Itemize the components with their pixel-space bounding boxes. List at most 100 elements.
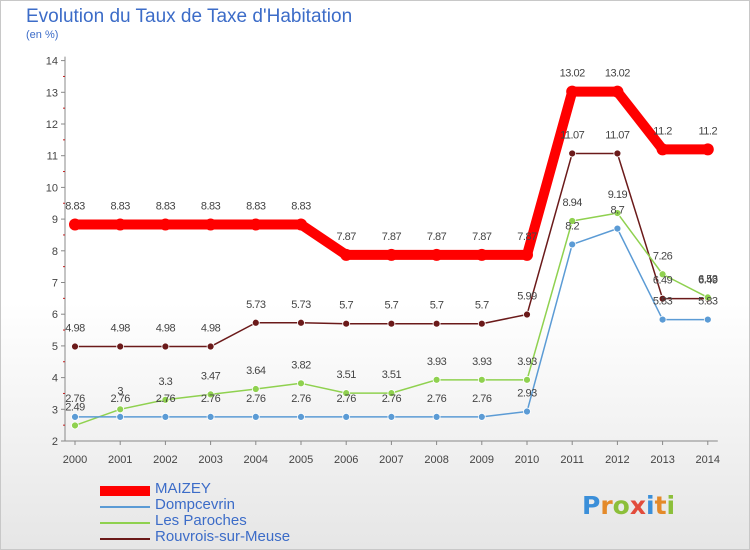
- data-point: [477, 413, 486, 421]
- y-tick-label: 8: [52, 246, 58, 258]
- y-tick-label: 7: [52, 278, 58, 290]
- data-point: [568, 149, 577, 158]
- y-tick-label: 4: [52, 373, 58, 385]
- data-label: 13.02: [605, 68, 630, 80]
- data-point: [69, 218, 81, 231]
- data-label: 8.2: [565, 220, 579, 232]
- brand-logo: Proxiti: [582, 491, 675, 520]
- data-point: [613, 149, 622, 158]
- data-label: 3: [117, 385, 123, 397]
- y-tick-label: 3: [52, 404, 58, 416]
- data-point: [161, 342, 170, 351]
- y-tick-label: 11: [47, 151, 58, 163]
- data-label: 2.76: [110, 393, 130, 405]
- data-label: 3.64: [246, 365, 266, 377]
- data-point: [568, 240, 577, 249]
- data-point: [251, 413, 260, 421]
- brand-logo-letter: r: [600, 491, 613, 520]
- data-label: 4.98: [201, 323, 221, 335]
- data-point: [523, 310, 531, 319]
- data-label: 6.49: [698, 275, 718, 287]
- x-tick-label: 2008: [424, 454, 448, 466]
- chart-title: Evolution du Taux de Taxe d'Habitation: [26, 6, 353, 27]
- x-tick-label: 2000: [63, 454, 87, 466]
- data-label: 7.87: [472, 231, 492, 243]
- data-label: 7.87: [427, 231, 447, 243]
- x-tick-label: 2002: [153, 454, 177, 466]
- data-point: [613, 224, 622, 233]
- data-point: [658, 270, 667, 279]
- data-point: [430, 248, 443, 261]
- data-point: [71, 421, 79, 430]
- data-label: 9.19: [608, 189, 628, 201]
- data-label: 8.83: [201, 200, 221, 212]
- data-point: [477, 375, 486, 384]
- data-point: [114, 218, 127, 231]
- data-point: [342, 319, 351, 328]
- data-point: [432, 319, 441, 328]
- data-label: 2.76: [472, 393, 492, 405]
- brand-logo-letter: x: [629, 491, 646, 520]
- data-point: [295, 218, 307, 231]
- data-label: 2.76: [201, 393, 221, 405]
- data-point: [658, 315, 667, 324]
- x-tick-label: 2005: [289, 454, 313, 466]
- data-point: [342, 413, 351, 421]
- legend-swatch: [100, 486, 150, 496]
- data-point: [206, 342, 215, 351]
- legend-label: Dompcevrin: [155, 496, 236, 513]
- data-label: 2.49: [65, 401, 85, 413]
- data-point: [521, 248, 533, 261]
- data-point: [703, 315, 712, 324]
- data-label: 5.99: [517, 291, 537, 303]
- data-label: 2.76: [65, 393, 85, 405]
- data-label: 11.07: [560, 129, 585, 141]
- data-point: [342, 389, 351, 398]
- data-point: [206, 390, 215, 399]
- data-point: [340, 248, 353, 261]
- y-tick-label: 12: [46, 119, 58, 131]
- data-point: [475, 248, 488, 261]
- data-label: 5.7: [339, 300, 353, 312]
- y-tick-label: 13: [46, 87, 58, 99]
- data-point: [297, 318, 305, 327]
- data-label: 4.98: [156, 323, 176, 335]
- data-point: [432, 375, 441, 384]
- brand-logo-letter: P: [582, 491, 601, 520]
- data-point: [297, 379, 305, 388]
- x-tick-label: 2003: [198, 454, 222, 466]
- data-label: 2.93: [517, 388, 537, 400]
- data-label: 7.87: [382, 231, 402, 243]
- data-label: 5.73: [246, 299, 266, 311]
- data-point: [523, 375, 531, 384]
- x-tick-label: 2013: [650, 454, 674, 466]
- data-point: [703, 293, 712, 302]
- data-point: [385, 248, 398, 261]
- data-point: [161, 395, 170, 404]
- data-label: 5.83: [653, 296, 673, 308]
- data-point: [116, 342, 125, 351]
- data-point: [249, 218, 262, 231]
- data-label: 11.2: [653, 125, 672, 137]
- data-label: 7.26: [653, 250, 673, 262]
- data-label: 8.7: [611, 205, 625, 217]
- data-label: 2.76: [291, 393, 311, 405]
- data-point: [432, 413, 441, 421]
- y-tick-label: 14: [46, 56, 58, 68]
- data-label: 3.51: [382, 369, 402, 381]
- data-label: 3.3: [159, 376, 173, 388]
- x-tick-label: 2010: [515, 454, 539, 466]
- data-point: [613, 209, 622, 217]
- data-label: 8.83: [156, 200, 176, 212]
- x-tick-label: 2006: [334, 454, 358, 466]
- data-label: 7.87: [336, 231, 356, 243]
- data-label: 8.94: [562, 197, 582, 209]
- data-label: 5.83: [698, 296, 718, 308]
- data-point: [387, 389, 396, 398]
- y-tick-label: 10: [46, 182, 58, 194]
- data-point: [159, 218, 172, 231]
- data-label: 8.83: [65, 200, 85, 212]
- data-label: 4.98: [110, 323, 130, 335]
- data-point: [251, 385, 260, 393]
